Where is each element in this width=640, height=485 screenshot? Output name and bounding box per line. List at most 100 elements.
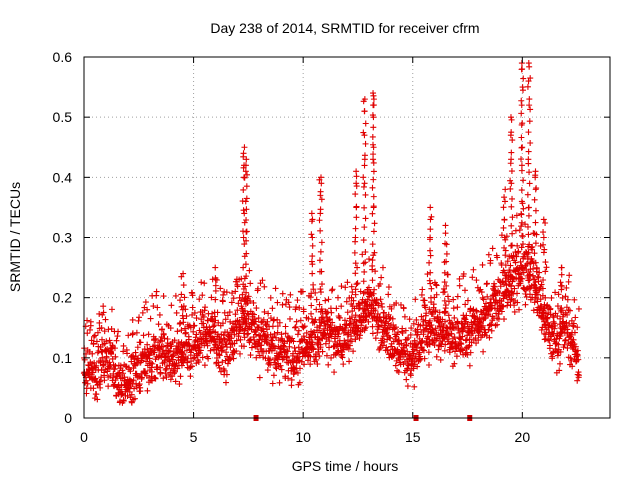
data-point [278, 366, 285, 373]
data-point [187, 373, 194, 380]
data-point [508, 222, 515, 229]
data-point [508, 149, 515, 156]
data-point [97, 378, 104, 385]
data-point [361, 224, 368, 231]
data-point [254, 343, 261, 350]
y-tick-label: 0.6 [53, 49, 73, 65]
data-point [317, 289, 324, 296]
data-point [272, 285, 279, 292]
data-point [199, 354, 206, 361]
data-point [139, 309, 146, 316]
data-point [166, 362, 173, 369]
data-point [318, 239, 325, 246]
data-point [297, 317, 304, 324]
data-point [494, 254, 501, 261]
data-point [260, 316, 267, 323]
data-point [501, 194, 508, 201]
data-point [156, 311, 163, 318]
data-point [387, 335, 394, 342]
data-point [507, 114, 514, 121]
data-point [264, 367, 271, 374]
data-point [360, 260, 367, 267]
data-point [462, 345, 469, 352]
data-point [133, 329, 140, 336]
data-point [118, 391, 125, 398]
data-point [323, 352, 330, 359]
data-point [527, 106, 534, 113]
data-point [241, 219, 248, 226]
data-point [326, 338, 333, 345]
data-point [532, 285, 539, 292]
data-point [179, 312, 186, 319]
data-point [160, 331, 167, 338]
data-point [508, 282, 515, 289]
data-point [309, 216, 316, 223]
data-point [150, 303, 157, 310]
data-point [531, 250, 538, 257]
data-point [433, 282, 440, 289]
data-point [284, 348, 291, 355]
data-point [276, 379, 283, 386]
data-point [516, 227, 523, 234]
data-point [525, 78, 532, 85]
data-point [317, 210, 324, 217]
data-point [512, 227, 519, 234]
data-point [370, 176, 377, 183]
data-point [385, 284, 392, 291]
data-point [213, 354, 220, 361]
data-point [292, 348, 299, 355]
data-point [296, 304, 303, 311]
data-point [370, 159, 377, 166]
data-point [456, 275, 463, 282]
data-point [241, 210, 248, 217]
data-point [575, 372, 582, 379]
data-point [523, 293, 530, 300]
data-point [228, 335, 235, 342]
data-point [111, 365, 118, 372]
data-point [240, 174, 247, 181]
data-point [208, 294, 215, 301]
data-point [507, 185, 514, 192]
data-point [339, 354, 346, 361]
data-point [534, 298, 541, 305]
data-point [441, 269, 448, 276]
data-point [538, 281, 545, 288]
data-point [177, 297, 184, 304]
data-point [269, 380, 276, 387]
data-point [353, 204, 360, 211]
data-point [142, 299, 149, 306]
data-point [317, 322, 324, 329]
data-point [370, 102, 377, 109]
data-point [265, 310, 272, 317]
data-point [540, 229, 547, 236]
data-point [569, 363, 576, 370]
data-point [270, 372, 277, 379]
data-point [296, 379, 303, 386]
data-point [125, 332, 132, 339]
data-point [392, 324, 399, 331]
data-point [237, 336, 244, 343]
data-point [212, 264, 219, 271]
data-point [375, 302, 382, 309]
data-point [348, 283, 355, 290]
data-point [448, 330, 455, 337]
data-point [128, 399, 135, 406]
data-point [120, 370, 127, 377]
data-point [574, 324, 581, 331]
data-point [426, 306, 433, 313]
data-point [230, 295, 237, 302]
data-point [548, 294, 555, 301]
data-point [242, 261, 249, 268]
chart-title: Day 238 of 2014, SRMTID for receiver cfr… [210, 20, 479, 36]
data-point [313, 296, 320, 303]
data-point [190, 355, 197, 362]
data-point [106, 359, 113, 366]
data-point [460, 270, 467, 277]
data-point [501, 269, 508, 276]
data-point [519, 84, 526, 91]
data-point [182, 329, 189, 336]
data-point [527, 140, 534, 147]
data-point [226, 357, 233, 364]
data-point [554, 303, 561, 310]
data-point [240, 264, 247, 271]
